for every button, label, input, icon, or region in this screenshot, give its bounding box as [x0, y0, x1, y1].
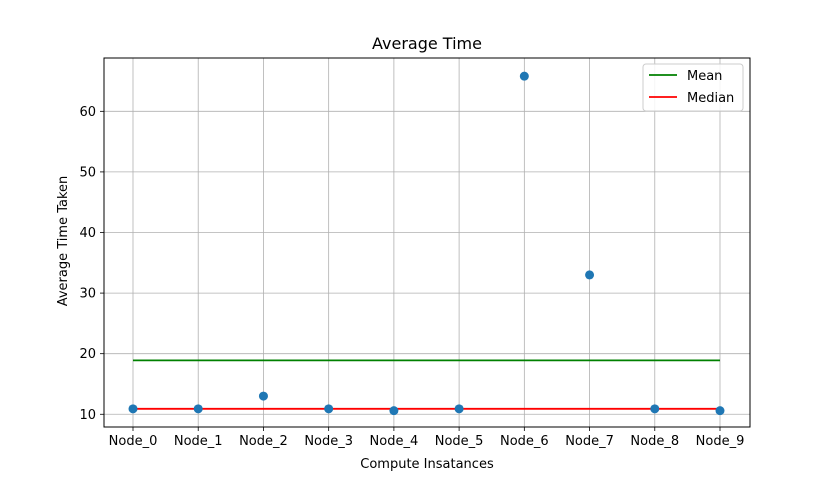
- legend-median-label: Median: [687, 91, 734, 106]
- reference-lines: [133, 359, 720, 410]
- x-tick-label: Node_2: [239, 434, 288, 449]
- chart-title: Average Time: [372, 34, 482, 53]
- data-point: [258, 391, 268, 401]
- y-axis-label: Average Time Taken: [56, 176, 71, 307]
- y-tick-label: 10: [79, 408, 96, 423]
- y-tick-label: 30: [79, 287, 96, 302]
- x-tick-label: Node_9: [696, 434, 745, 449]
- x-tick-label: Node_4: [370, 434, 419, 449]
- x-tick-label: Node_1: [174, 434, 223, 449]
- x-tick-label: Node_7: [565, 434, 614, 449]
- data-point: [715, 406, 725, 416]
- data-point: [389, 406, 399, 416]
- data-points: [128, 71, 725, 416]
- y-tick-label: 20: [79, 347, 96, 362]
- legend: Mean Median: [642, 63, 744, 112]
- data-point: [650, 404, 660, 414]
- grid: [104, 58, 750, 427]
- data-point: [324, 404, 334, 414]
- data-point: [454, 404, 464, 414]
- data-point: [128, 404, 138, 414]
- x-tick-label: Node_8: [630, 434, 679, 449]
- x-axis-ticks: Node_0 Node_1 Node_2 Node_3 Node_4 Node_5 Node…: [109, 427, 745, 449]
- y-tick-label: 50: [79, 165, 96, 180]
- data-point: [585, 270, 595, 280]
- x-tick-label: Node_6: [500, 434, 549, 449]
- data-point: [519, 71, 529, 81]
- y-tick-label: 40: [79, 226, 96, 241]
- legend-mean-label: Mean: [687, 69, 722, 84]
- x-tick-label: Node_3: [304, 434, 353, 449]
- y-axis-ticks: 10 20 30 40 50 60: [79, 105, 104, 423]
- plot-area: [103, 57, 751, 428]
- y-tick-label: 60: [79, 105, 96, 120]
- x-tick-label: Node_5: [435, 434, 484, 449]
- x-tick-label: Node_0: [109, 434, 158, 449]
- data-point: [193, 404, 203, 414]
- x-axis-label: Compute Insatances: [360, 457, 494, 472]
